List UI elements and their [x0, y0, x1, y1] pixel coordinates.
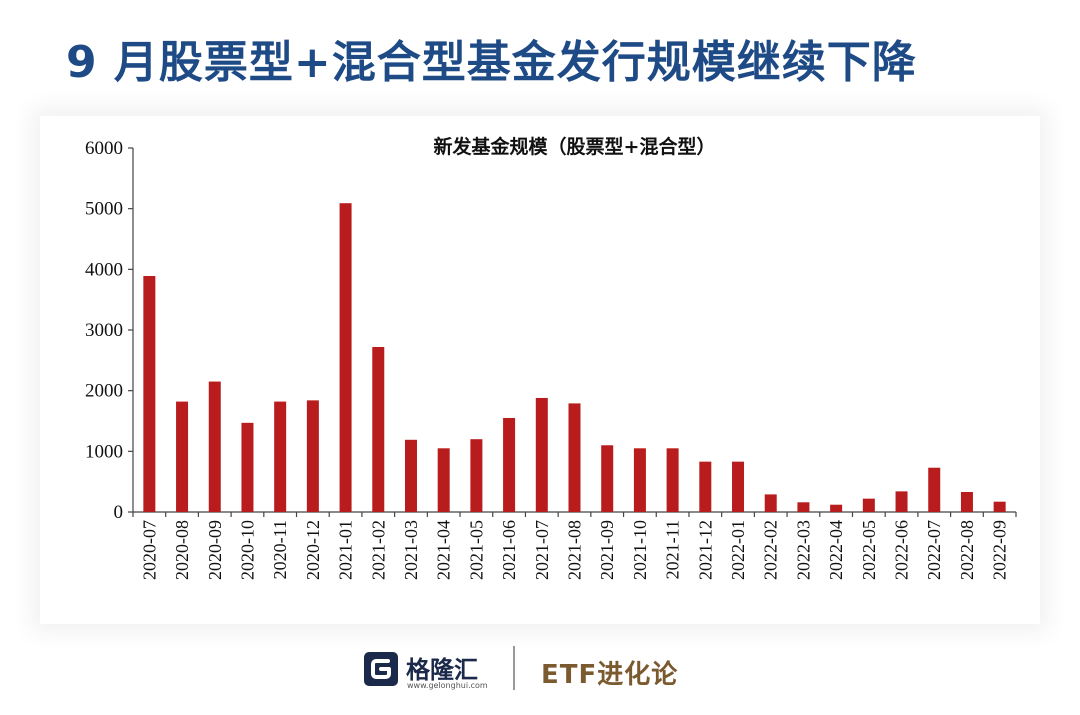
x-tick-label: 2020-11 [270, 520, 290, 579]
x-tick-label: 2021-02 [368, 520, 388, 580]
x-tick-label: 2021-08 [565, 520, 585, 580]
bar [928, 467, 941, 512]
footer: 格隆汇 www.gelonghui.com ETF进化论 [0, 640, 1080, 700]
y-tick-label: 2000 [85, 381, 123, 402]
x-tick-label: 2022-05 [859, 520, 879, 580]
bar [895, 491, 908, 512]
x-tick-label: 2021-05 [466, 520, 486, 580]
bar [176, 401, 189, 512]
bar [143, 276, 156, 512]
y-tick-label: 1000 [85, 441, 123, 462]
y-tick-label: 6000 [85, 138, 123, 159]
bar [797, 502, 810, 512]
x-tick-label: 2022-02 [761, 520, 781, 580]
x-tick-label: 2020-09 [205, 520, 225, 580]
chart-title: 新发基金规模（股票型+混合型） [434, 135, 716, 158]
bar [274, 401, 287, 512]
x-tick-label: 2021-01 [336, 520, 356, 580]
bar [241, 422, 254, 512]
x-tick-label: 2020-08 [172, 520, 192, 580]
y-tick-label: 0 [114, 502, 124, 523]
chart-panel: 新发基金规模（股票型+混合型） 0 1000 2000 3000 4000 5000 6000… [40, 116, 1040, 624]
bar [404, 439, 417, 512]
x-tick-label: 2022-03 [793, 520, 813, 580]
x-tick-label: 2022-09 [990, 520, 1010, 580]
bar [666, 448, 679, 512]
gelonghui-logo-icon [364, 652, 398, 686]
gelonghui-logo: 格隆汇 www.gelonghui.com [364, 650, 514, 692]
x-tick-label: 2021-10 [630, 520, 650, 580]
logo-name: 格隆汇 [406, 656, 478, 684]
bar [339, 203, 352, 512]
x-tick-label: 2021-09 [597, 520, 617, 580]
x-tick-label: 2021-11 [663, 520, 683, 579]
bar [470, 439, 483, 512]
bar [503, 417, 516, 512]
bar [372, 346, 385, 512]
bar-chart: 新发基金规模（股票型+混合型） 0 1000 2000 3000 4000 5000 6000… [85, 135, 1017, 580]
bar [601, 445, 614, 512]
footer-divider [513, 646, 515, 690]
x-tick-label: 2022-01 [728, 520, 748, 580]
x-tick-label: 2021-06 [499, 520, 519, 580]
logo-url: www.gelonghui.com [407, 681, 488, 690]
x-tick-label: 2020-10 [237, 520, 257, 580]
x-tick-label: 2022-06 [892, 520, 912, 580]
brand-name: ETF进化论 [541, 660, 679, 690]
x-tick-label: 2022-08 [957, 520, 977, 580]
y-tick-label: 5000 [85, 199, 123, 220]
bar [306, 400, 319, 512]
y-tick-label: 3000 [85, 320, 123, 341]
y-tick-label: 4000 [85, 259, 123, 280]
bar [764, 494, 777, 512]
x-tick-label: 2021-12 [695, 520, 715, 580]
bar [960, 491, 973, 512]
bar [993, 501, 1006, 512]
bar [862, 498, 875, 512]
bar [208, 381, 221, 512]
bar [535, 397, 548, 512]
bar [437, 448, 450, 512]
x-tick-label: 2020-07 [139, 520, 159, 580]
x-tick-label: 2021-04 [434, 520, 454, 580]
bar [568, 403, 581, 512]
bar [633, 448, 646, 512]
x-tick-label: 2022-04 [826, 520, 846, 580]
bar [830, 504, 843, 512]
bar [699, 461, 712, 512]
x-tick-label: 2020-12 [303, 520, 323, 580]
page-headline: 9 月股票型+混合型基金发行规模继续下降 [66, 37, 917, 88]
bar [732, 461, 745, 512]
x-tick-label: 2021-07 [532, 520, 552, 580]
x-tick-label: 2021-03 [401, 520, 421, 580]
x-tick-label: 2022-07 [924, 520, 944, 580]
